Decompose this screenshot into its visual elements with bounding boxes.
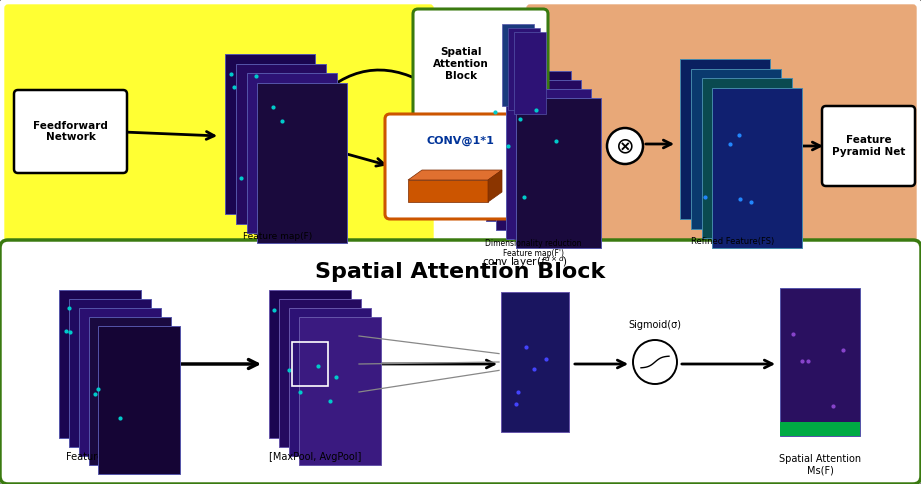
Text: Sigmoid(σ): Sigmoid(σ) bbox=[628, 320, 682, 330]
FancyBboxPatch shape bbox=[514, 32, 546, 114]
FancyBboxPatch shape bbox=[59, 290, 141, 438]
FancyBboxPatch shape bbox=[99, 326, 181, 473]
FancyBboxPatch shape bbox=[69, 299, 151, 447]
FancyBboxPatch shape bbox=[225, 54, 315, 214]
Text: Feature map(F): Feature map(F) bbox=[66, 452, 142, 462]
FancyBboxPatch shape bbox=[288, 308, 370, 456]
FancyBboxPatch shape bbox=[88, 317, 170, 465]
Polygon shape bbox=[488, 170, 502, 202]
FancyBboxPatch shape bbox=[516, 98, 601, 248]
FancyBboxPatch shape bbox=[5, 5, 433, 245]
FancyBboxPatch shape bbox=[702, 78, 792, 238]
Text: Refined Feature(FS): Refined Feature(FS) bbox=[692, 237, 775, 246]
FancyBboxPatch shape bbox=[413, 9, 548, 119]
FancyBboxPatch shape bbox=[257, 83, 347, 243]
FancyBboxPatch shape bbox=[0, 240, 921, 484]
FancyBboxPatch shape bbox=[508, 28, 540, 110]
FancyBboxPatch shape bbox=[495, 80, 581, 230]
FancyBboxPatch shape bbox=[385, 114, 535, 219]
Text: Feedforward
Network: Feedforward Network bbox=[33, 121, 108, 142]
FancyBboxPatch shape bbox=[485, 71, 570, 221]
FancyBboxPatch shape bbox=[501, 292, 569, 432]
Text: Spatial
Attention
Block: Spatial Attention Block bbox=[433, 47, 489, 81]
Text: CONV@1*1: CONV@1*1 bbox=[426, 136, 494, 146]
FancyBboxPatch shape bbox=[298, 317, 380, 465]
FancyBboxPatch shape bbox=[236, 63, 326, 224]
Text: Feature
Pyramid Net: Feature Pyramid Net bbox=[832, 135, 905, 157]
Text: Spatial Attention
Ms(F): Spatial Attention Ms(F) bbox=[779, 454, 861, 476]
Text: Dimensionality reduction
Feature map(F'): Dimensionality reduction Feature map(F') bbox=[484, 239, 581, 258]
Text: conv layer($f^{d\times d}$): conv layer($f^{d\times d}$) bbox=[482, 254, 568, 270]
Polygon shape bbox=[408, 180, 488, 202]
FancyBboxPatch shape bbox=[269, 290, 351, 438]
Text: ⊗: ⊗ bbox=[615, 136, 635, 156]
Text: [MaxPool, AvgPool]: [MaxPool, AvgPool] bbox=[269, 452, 361, 462]
FancyBboxPatch shape bbox=[527, 5, 916, 245]
FancyBboxPatch shape bbox=[680, 59, 770, 219]
Text: Spatial Attention Block: Spatial Attention Block bbox=[315, 262, 605, 282]
FancyBboxPatch shape bbox=[78, 308, 160, 456]
FancyBboxPatch shape bbox=[713, 88, 802, 248]
FancyBboxPatch shape bbox=[822, 106, 915, 186]
FancyBboxPatch shape bbox=[247, 73, 336, 233]
FancyBboxPatch shape bbox=[279, 299, 361, 447]
Polygon shape bbox=[408, 170, 502, 180]
FancyBboxPatch shape bbox=[691, 69, 781, 228]
FancyBboxPatch shape bbox=[506, 89, 591, 239]
FancyBboxPatch shape bbox=[502, 24, 534, 106]
FancyBboxPatch shape bbox=[14, 90, 127, 173]
FancyBboxPatch shape bbox=[780, 288, 860, 436]
Text: Feature map(F): Feature map(F) bbox=[243, 232, 312, 241]
Circle shape bbox=[633, 340, 677, 384]
Circle shape bbox=[607, 128, 643, 164]
FancyBboxPatch shape bbox=[780, 422, 860, 436]
